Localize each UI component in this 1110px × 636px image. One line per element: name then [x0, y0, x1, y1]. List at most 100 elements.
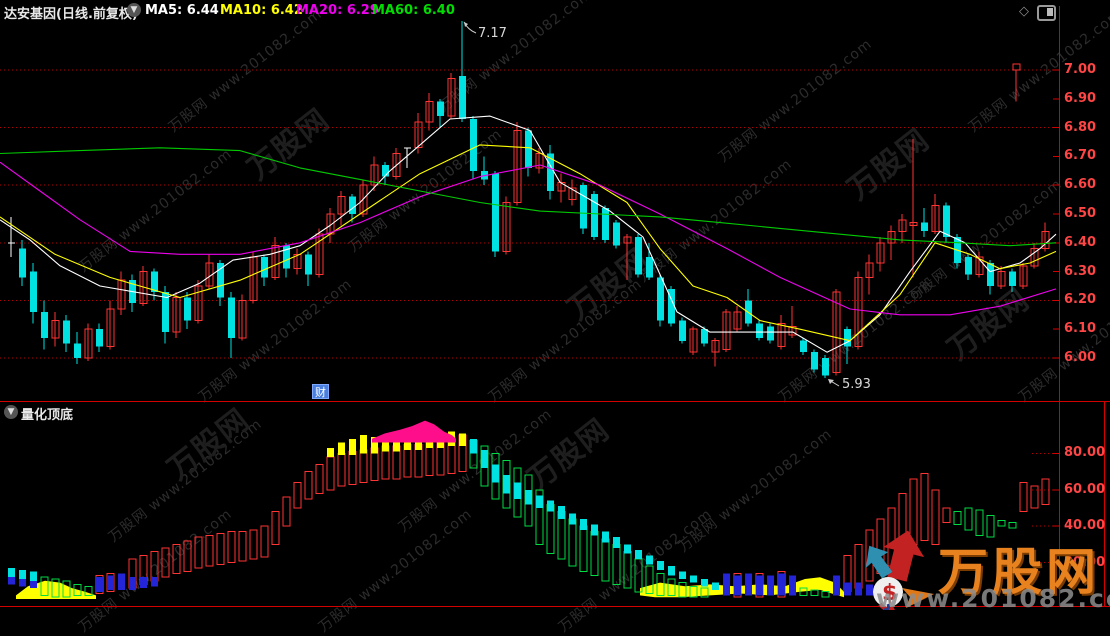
price-axis-label: 6.80: [1064, 119, 1097, 135]
ma-legend-item: MA20: 6.29: [296, 3, 379, 18]
indicator-bar: [613, 537, 620, 548]
candle-body: [261, 257, 268, 278]
logo-arrows-icon: $: [865, 530, 934, 610]
price-axis-label: 6.30: [1064, 263, 1097, 279]
candle-body: [811, 352, 818, 370]
indicator-bar: [590, 531, 599, 576]
indicator-bar: [326, 456, 335, 491]
candle-body: [139, 271, 148, 304]
candle-body: [41, 311, 48, 338]
indicator-bar: [833, 575, 840, 596]
indicator-bar: [756, 575, 763, 596]
collapse-sub-panel-icon[interactable]: ▼: [4, 405, 18, 419]
indicator-bar: [73, 583, 82, 596]
indicator-bar: [821, 591, 830, 598]
indicator-bar: [623, 551, 632, 589]
indicator-bar: [546, 503, 555, 554]
indicator-bar: [712, 582, 719, 590]
indicator-bar: [304, 471, 313, 500]
candle-body: [657, 277, 664, 321]
candle-body: [613, 222, 620, 246]
indicator-bar: [459, 433, 466, 447]
indicator-bar: [140, 577, 147, 589]
indicator-bar: [997, 520, 1006, 527]
candle-body: [228, 297, 235, 338]
indicator-bar: [645, 565, 654, 595]
candle-body: [767, 326, 774, 341]
candle-body: [238, 299, 247, 339]
candle-body: [370, 164, 379, 186]
indicator-bar: [227, 531, 236, 564]
indicator-bar: [547, 500, 554, 512]
indicator-bar: [634, 558, 643, 593]
candle-body: [30, 271, 37, 312]
price-axis-label: 6.60: [1064, 177, 1097, 193]
indicator-bar: [271, 511, 280, 545]
indicator-bar: [1041, 478, 1050, 505]
candle-body: [865, 262, 874, 278]
candle-body: [756, 323, 763, 338]
candle-body: [481, 170, 488, 180]
indicator-bar: [964, 507, 973, 531]
indicator-axis-label: 20.00: [1064, 554, 1106, 570]
candle-body: [63, 320, 70, 344]
indicator-bar: [689, 585, 698, 598]
ma-line-ma20: [0, 161, 1057, 316]
indicator-bar: [569, 513, 576, 525]
bottom-zone: [640, 577, 844, 598]
indicator-bar: [205, 534, 214, 567]
indicator-bar: [216, 533, 225, 565]
candle-body: [283, 245, 290, 269]
indicator-bar: [525, 489, 532, 505]
ma-legend-item: MA5: 6.44: [145, 3, 219, 18]
indicator-axis-label: 80.00: [1064, 445, 1106, 461]
candle-body: [525, 130, 532, 168]
candle-body: [602, 208, 609, 240]
collapse-main-panel-icon[interactable]: ▼: [127, 3, 141, 17]
indicator-bar: [359, 449, 368, 484]
candle-body: [800, 340, 807, 353]
candle-body: [502, 202, 511, 252]
candle-body: [349, 196, 356, 214]
candle-body: [1030, 248, 1039, 267]
indicator-bar: [293, 482, 302, 509]
candle-body: [898, 219, 907, 232]
bottom-zone: [16, 580, 96, 599]
indicator-bar: [723, 573, 730, 596]
indicator-bar: [568, 518, 577, 567]
indicator-title: 量化顶底: [21, 408, 74, 423]
candle-body: [887, 230, 896, 244]
candle-body: [701, 329, 708, 344]
indicator-bar: [1030, 485, 1039, 509]
indicator-bar: [514, 482, 521, 499]
indicator-bar: [789, 575, 796, 596]
indicator-bar: [151, 577, 158, 587]
chart-canvas[interactable]: [0, 0, 1110, 610]
candle-body: [591, 193, 598, 237]
candle-body: [51, 320, 60, 339]
candle-body: [943, 205, 950, 238]
diamond-icon[interactable]: ◇: [1019, 4, 1029, 19]
candle-body: [832, 291, 841, 373]
indicator-bar: [349, 438, 356, 456]
candle-body: [547, 153, 554, 191]
indicator-bar: [855, 582, 862, 596]
candle-body: [459, 75, 466, 119]
candle-body: [822, 358, 829, 376]
candle-body: [392, 153, 401, 177]
panel-layout-icon[interactable]: [1037, 5, 1056, 21]
indicator-bar: [84, 585, 93, 596]
candle-body: [689, 328, 698, 353]
indicator-bar: [51, 578, 60, 598]
indicator-bar: [612, 543, 621, 585]
indicator-bar: [194, 536, 203, 569]
indicator-bar: [150, 551, 159, 582]
indicator-bar: [657, 560, 664, 570]
event-flag-marker[interactable]: 财: [312, 384, 329, 399]
candle-body: [623, 236, 632, 244]
indicator-bar: [337, 452, 346, 487]
indicator-bar: [393, 437, 400, 452]
indicator-bar: [734, 575, 741, 596]
indicator-bar: [360, 435, 367, 454]
candle-body: [74, 343, 81, 358]
